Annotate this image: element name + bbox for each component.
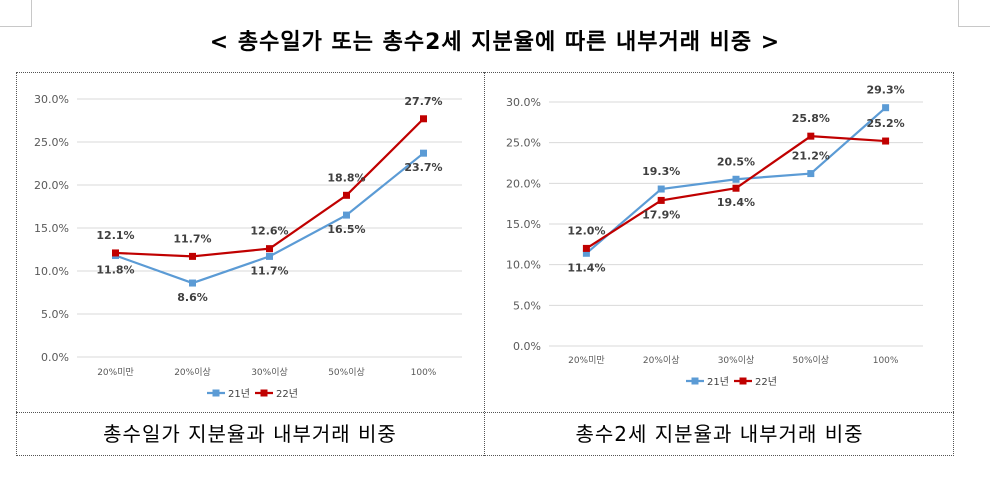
y-tick-label: 20.0% bbox=[34, 179, 69, 192]
data-point bbox=[582, 244, 590, 252]
data-label: 11.7% bbox=[250, 264, 288, 277]
data-point bbox=[266, 245, 273, 253]
data-label: 12.0% bbox=[567, 224, 605, 237]
y-tick-label: 15.0% bbox=[506, 218, 541, 231]
data-point bbox=[657, 185, 665, 193]
caption-owner-family: 총수일가 지분율과 내부거래 비중 bbox=[103, 422, 397, 446]
data-point bbox=[266, 252, 273, 260]
data-point bbox=[732, 175, 740, 183]
x-tick-label: 20%미만 bbox=[97, 367, 134, 378]
x-tick-label: 30%이상 bbox=[251, 367, 288, 378]
caption-divider bbox=[16, 412, 954, 413]
legend-marker bbox=[212, 389, 220, 397]
legend-marker bbox=[260, 389, 268, 397]
data-point bbox=[582, 249, 590, 257]
data-label: 19.3% bbox=[642, 165, 680, 178]
data-label: 11.7% bbox=[173, 232, 211, 245]
data-point bbox=[343, 191, 350, 199]
data-label: 19.4% bbox=[717, 196, 755, 209]
y-tick-label: 0.0% bbox=[41, 351, 69, 364]
data-label: 25.8% bbox=[792, 112, 830, 125]
data-point bbox=[657, 196, 665, 204]
data-point bbox=[189, 279, 196, 287]
data-label: 11.8% bbox=[96, 264, 134, 277]
x-tick-label: 50%이상 bbox=[328, 367, 365, 378]
data-label: 11.4% bbox=[567, 261, 605, 274]
data-label: 12.6% bbox=[250, 225, 288, 238]
data-label: 23.7% bbox=[404, 161, 442, 174]
data-point bbox=[420, 149, 427, 157]
series-line-22년 bbox=[585, 135, 886, 250]
data-point bbox=[882, 137, 890, 145]
x-tick-label: 100% bbox=[873, 356, 899, 366]
y-tick-label: 20.0% bbox=[506, 177, 541, 190]
data-point bbox=[807, 132, 815, 140]
legend-label: 21년 bbox=[228, 388, 250, 400]
legend-label: 22년 bbox=[276, 388, 298, 400]
data-point bbox=[807, 170, 815, 178]
x-tick-label: 30%이상 bbox=[718, 355, 755, 366]
data-label: 29.3% bbox=[867, 84, 905, 97]
x-tick-label: 20%이상 bbox=[174, 367, 211, 378]
column-divider bbox=[484, 72, 485, 456]
data-point bbox=[882, 104, 890, 112]
y-tick-label: 0.0% bbox=[513, 340, 541, 353]
x-tick-label: 50%이상 bbox=[793, 355, 830, 366]
legend-label: 21년 bbox=[707, 376, 729, 388]
data-label: 18.8% bbox=[327, 171, 365, 184]
y-tick-label: 25.0% bbox=[34, 136, 69, 149]
y-tick-label: 30.0% bbox=[506, 96, 541, 109]
y-tick-label: 10.0% bbox=[34, 265, 69, 278]
page-title: < 총수일가 또는 총수2세 지분율에 따른 내부거래 비중 > bbox=[209, 30, 781, 55]
corner-mark-right bbox=[958, 0, 990, 27]
y-tick-label: 30.0% bbox=[34, 93, 69, 106]
data-point bbox=[343, 211, 350, 219]
legend-marker bbox=[691, 377, 699, 385]
data-point bbox=[189, 252, 196, 260]
legend-marker bbox=[739, 377, 747, 385]
figure-table-frame bbox=[16, 72, 954, 456]
data-label: 17.9% bbox=[642, 208, 680, 221]
data-point bbox=[732, 184, 740, 192]
data-label: 27.7% bbox=[404, 95, 442, 108]
data-label: 21.2% bbox=[792, 150, 830, 163]
owner-family-chart: 0.0% 5.0% 10.0% 15.0% 20.0% 25.0% 30.0% 20%미만 20… bbox=[34, 93, 462, 400]
second-gen-chart: 0.0% 5.0% 10.0% 15.0% 20.0% 25.0% 30.0% 20%미만 20… bbox=[506, 84, 923, 388]
y-tick-label: 15.0% bbox=[34, 222, 69, 235]
x-tick-label: 20%이상 bbox=[643, 355, 680, 366]
y-tick-label: 5.0% bbox=[513, 299, 541, 312]
data-label: 8.6% bbox=[177, 291, 208, 304]
y-tick-label: 10.0% bbox=[506, 259, 541, 272]
y-tick-label: 5.0% bbox=[41, 308, 69, 321]
corner-mark-left bbox=[0, 0, 32, 27]
data-label: 16.5% bbox=[327, 223, 365, 236]
x-tick-label: 100% bbox=[411, 368, 437, 378]
caption-second-gen: 총수2세 지분율과 내부거래 비중 bbox=[575, 422, 864, 446]
legend-label: 22년 bbox=[755, 376, 777, 388]
data-label: 25.2% bbox=[867, 117, 905, 130]
data-point bbox=[112, 249, 119, 257]
data-point bbox=[420, 115, 427, 123]
y-tick-label: 25.0% bbox=[506, 137, 541, 150]
x-tick-label: 20%미만 bbox=[568, 355, 605, 366]
data-label: 12.1% bbox=[96, 229, 134, 242]
data-label: 20.5% bbox=[717, 155, 755, 168]
